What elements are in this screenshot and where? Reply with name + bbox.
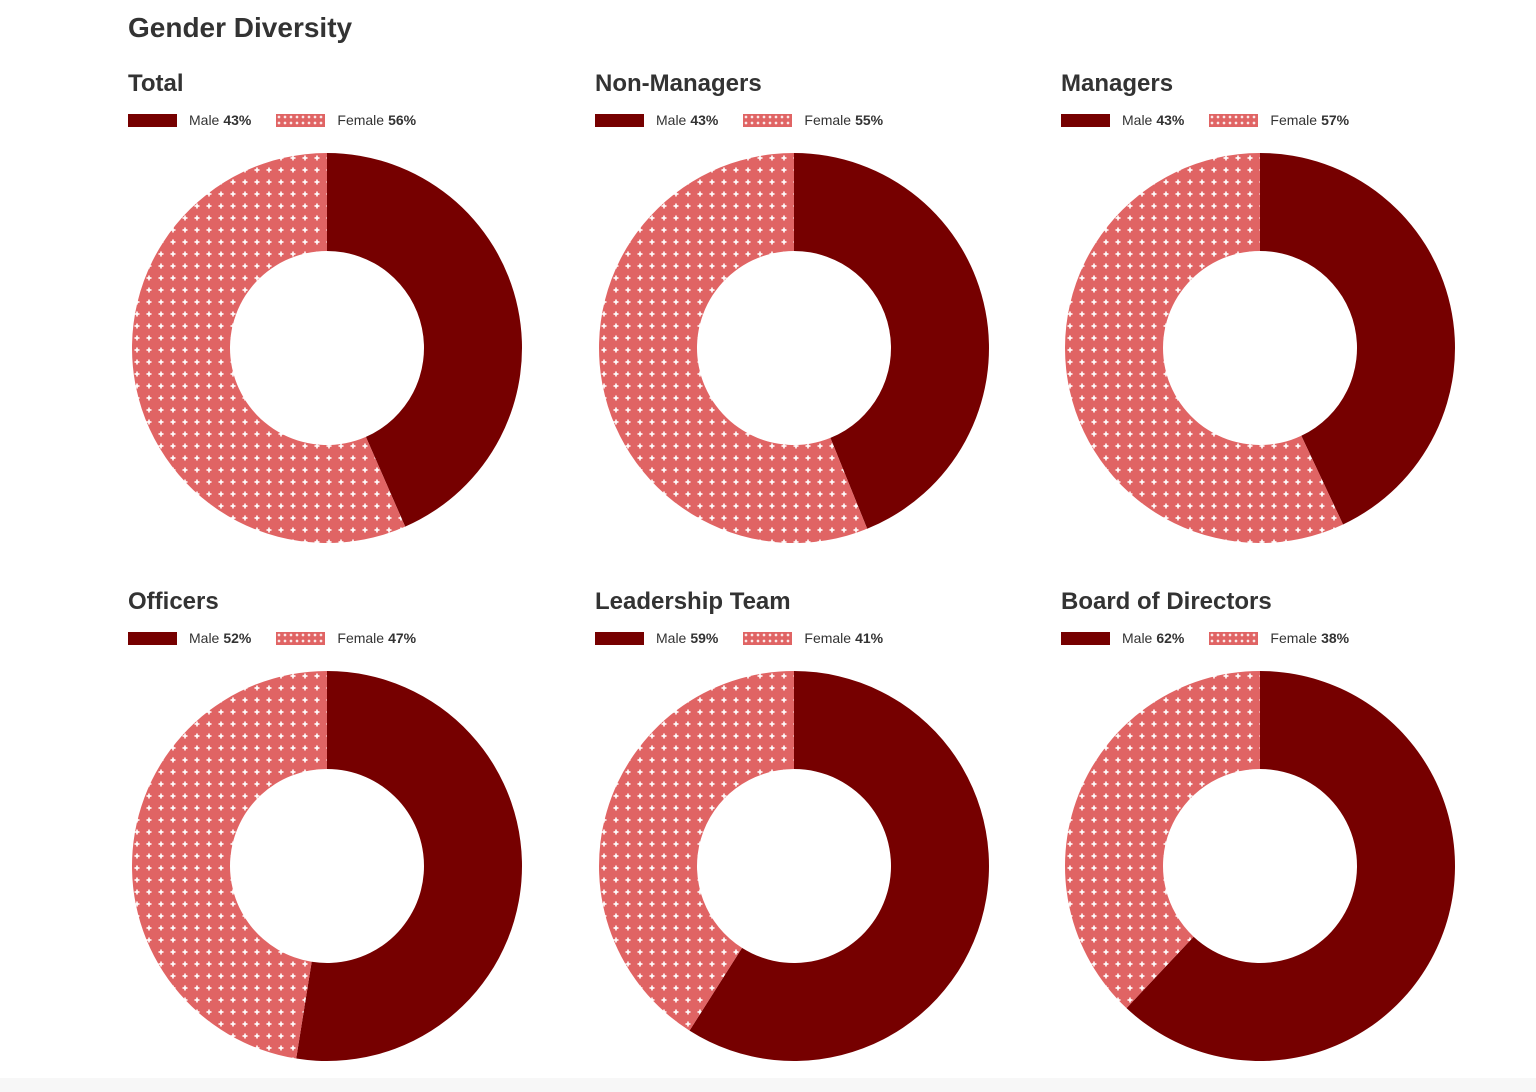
legend-swatch-male [1061, 631, 1110, 645]
legend-swatch-male [1061, 113, 1110, 127]
legend-item-male[interactable]: Male 59% [595, 630, 718, 646]
legend-label-female: Female [1270, 112, 1318, 128]
legend-label-female: Female [804, 112, 852, 128]
chart-panel-non-managers: Non-Managers Male 43% Female 55% [595, 70, 1015, 570]
legend-swatch-male [595, 631, 644, 645]
chart-legend: Male 52% Female 47% [128, 630, 441, 646]
legend-item-female[interactable]: Female 55% [743, 112, 883, 128]
legend-value-male: 43% [223, 112, 252, 128]
legend-label-female: Female [337, 630, 385, 646]
chart-panel-total: Total Male 43% Female 56% [128, 70, 548, 570]
legend-label-male: Male [189, 112, 220, 128]
page-title: Gender Diversity [128, 12, 353, 43]
donut-slice-female[interactable] [132, 153, 406, 543]
donut-chart [1065, 671, 1455, 1061]
legend-item-female[interactable]: Female 57% [1209, 112, 1349, 128]
legend-value-male: 52% [223, 630, 252, 646]
donut-chart [131, 671, 522, 1061]
donut-slice-male[interactable] [689, 671, 990, 1061]
donut-chart [599, 671, 990, 1061]
bottom-strip [0, 1078, 1536, 1092]
legend-label-female: Female [1270, 630, 1318, 646]
legend-label-female: Female [804, 630, 852, 646]
legend-value-male: 62% [1156, 630, 1185, 646]
donut-slice-male[interactable] [327, 153, 523, 527]
legend-value-female: 47% [388, 630, 417, 646]
legend-label-female: Female [337, 112, 385, 128]
donut-slice-female[interactable] [599, 671, 794, 1031]
legend-swatch-female [1209, 113, 1259, 127]
chart-title: Officers [128, 588, 219, 615]
chart-legend: Male 43% Female 56% [128, 112, 441, 128]
donut-slice-male[interactable] [1126, 671, 1455, 1061]
donut-slice-female[interactable] [131, 671, 327, 1059]
legend-value-female: 57% [1321, 112, 1350, 128]
legend-swatch-male [595, 113, 644, 127]
legend-item-male[interactable]: Male 43% [128, 112, 251, 128]
legend-label-male: Male [189, 630, 220, 646]
legend-value-male: 43% [1156, 112, 1185, 128]
legend-swatch-female [1209, 631, 1259, 645]
legend-value-male: 59% [690, 630, 719, 646]
chart-panel-officers: Officers Male 52% Female 47% [128, 588, 548, 1088]
legend-item-female[interactable]: Female 41% [743, 630, 883, 646]
chart-title: Non-Managers [595, 70, 762, 97]
legend-value-female: 56% [388, 112, 417, 128]
chart-panel-leadership-team: Leadership Team Male 59% Female 41% [595, 588, 1015, 1088]
legend-item-male[interactable]: Male 43% [595, 112, 718, 128]
donut-slice-female[interactable] [1065, 671, 1260, 1009]
chart-title: Leadership Team [595, 588, 791, 615]
donut-chart [132, 153, 523, 543]
legend-swatch-female [743, 631, 793, 645]
donut-slice-female[interactable] [1065, 153, 1344, 543]
legend-label-male: Male [656, 112, 687, 128]
chart-legend: Male 43% Female 57% [1061, 112, 1374, 128]
legend-value-female: 38% [1321, 630, 1350, 646]
chart-title: Managers [1061, 70, 1174, 97]
chart-panel-board-of-directors: Board of Directors Male 62% Female 38% [1061, 588, 1481, 1088]
legend-value-female: 55% [855, 112, 884, 128]
legend-label-male: Male [656, 630, 687, 646]
legend-value-female: 41% [855, 630, 884, 646]
chart-legend: Male 62% Female 38% [1061, 630, 1374, 646]
donut-chart [599, 153, 989, 543]
donut-slice-male[interactable] [794, 153, 989, 529]
donut-slice-female[interactable] [599, 153, 868, 543]
chart-legend: Male 59% Female 41% [595, 630, 908, 646]
legend-label-male: Male [1122, 630, 1153, 646]
legend-item-female[interactable]: Female 38% [1209, 630, 1349, 646]
legend-item-female[interactable]: Female 47% [276, 630, 416, 646]
chart-title: Total [128, 70, 184, 97]
chart-panel-managers: Managers Male 43% Female 57% [1061, 70, 1481, 570]
donut-slice-male[interactable] [296, 671, 522, 1061]
donut-chart [1065, 153, 1455, 543]
chart-legend: Male 43% Female 55% [595, 112, 908, 128]
donut-slice-male[interactable] [1260, 153, 1455, 525]
legend-swatch-male [128, 113, 177, 127]
legend-item-male[interactable]: Male 43% [1061, 112, 1184, 128]
legend-item-male[interactable]: Male 52% [128, 630, 251, 646]
legend-value-male: 43% [690, 112, 719, 128]
legend-swatch-female [743, 113, 793, 127]
legend-swatch-male [128, 631, 177, 645]
legend-label-male: Male [1122, 112, 1153, 128]
chart-title: Board of Directors [1061, 588, 1272, 615]
legend-swatch-female [276, 113, 326, 127]
legend-item-female[interactable]: Female 56% [276, 112, 416, 128]
legend-item-male[interactable]: Male 62% [1061, 630, 1184, 646]
legend-swatch-female [276, 631, 326, 645]
